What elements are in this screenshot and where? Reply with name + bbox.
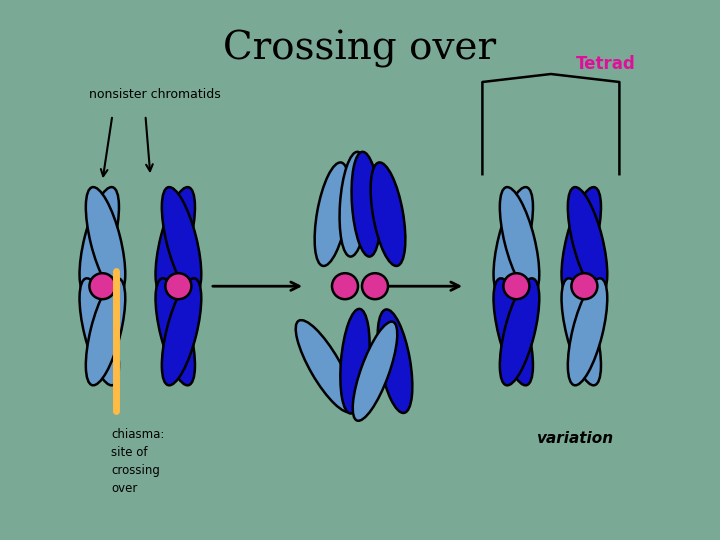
Text: nonsister chromatids: nonsister chromatids (89, 88, 221, 101)
Ellipse shape (500, 278, 539, 386)
Circle shape (572, 273, 598, 299)
Ellipse shape (156, 278, 195, 386)
Ellipse shape (351, 152, 380, 256)
Circle shape (89, 273, 115, 299)
Ellipse shape (493, 187, 533, 294)
Ellipse shape (341, 309, 369, 414)
Ellipse shape (156, 187, 195, 294)
Ellipse shape (79, 187, 119, 294)
Text: variation: variation (536, 431, 613, 446)
Ellipse shape (562, 187, 601, 294)
Ellipse shape (315, 163, 349, 266)
Ellipse shape (296, 320, 354, 412)
Circle shape (166, 273, 192, 299)
Ellipse shape (568, 187, 607, 294)
Text: Crossing over: Crossing over (223, 30, 497, 68)
Text: chiasma:
site of
crossing
over: chiasma: site of crossing over (112, 428, 165, 495)
Circle shape (503, 273, 529, 299)
Ellipse shape (340, 152, 369, 256)
Ellipse shape (86, 187, 125, 294)
Ellipse shape (353, 322, 397, 421)
Circle shape (362, 273, 388, 299)
Ellipse shape (378, 309, 413, 413)
Ellipse shape (562, 278, 601, 386)
Ellipse shape (500, 187, 539, 294)
Ellipse shape (79, 278, 119, 386)
Ellipse shape (162, 187, 202, 294)
Circle shape (332, 273, 358, 299)
Ellipse shape (371, 163, 405, 266)
Ellipse shape (493, 278, 533, 386)
Ellipse shape (162, 278, 202, 386)
Ellipse shape (568, 278, 607, 386)
Text: Tetrad: Tetrad (575, 55, 635, 73)
Ellipse shape (86, 278, 125, 386)
